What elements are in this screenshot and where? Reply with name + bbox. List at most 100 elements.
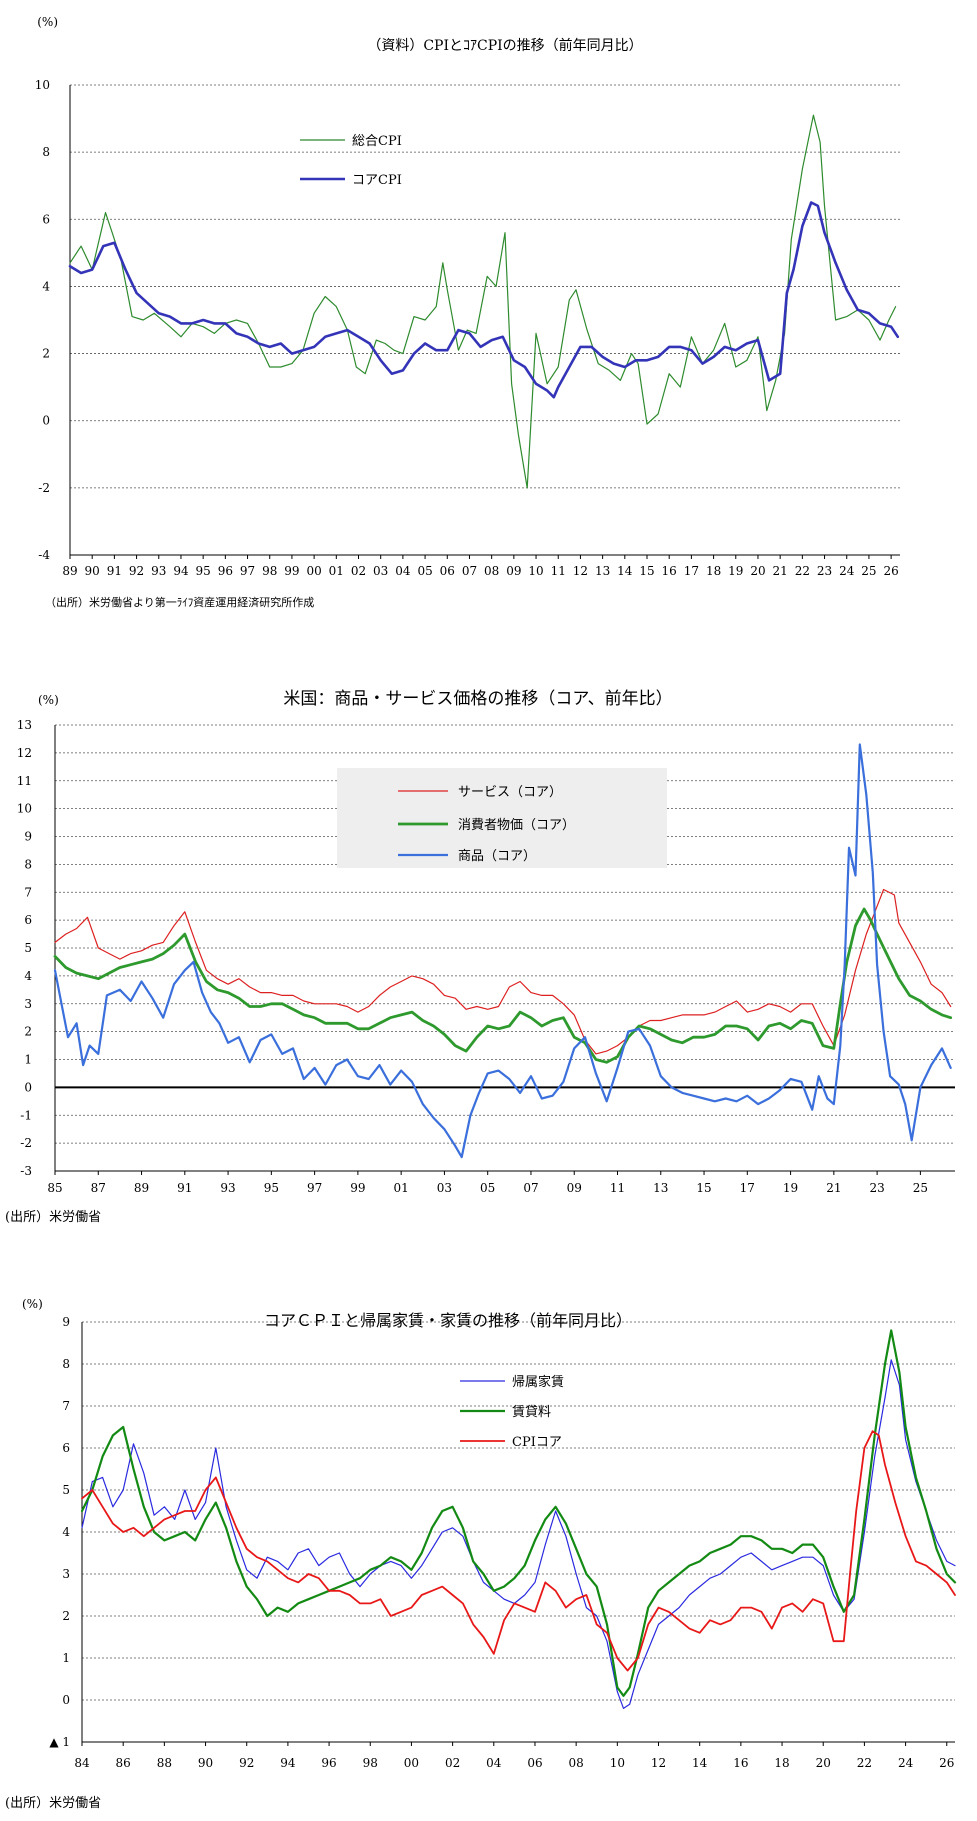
x-tick-label: 00	[306, 564, 321, 578]
legend: 総合CPI コアCPI	[300, 134, 402, 188]
x-tick-label: 09	[506, 564, 521, 578]
y-tick-label: 0	[42, 414, 50, 428]
y-tick-label: 6	[62, 1441, 70, 1455]
x-tick-label: 06	[527, 1756, 542, 1770]
x-tick-label: 92	[129, 564, 144, 578]
y-tick-label: 5	[24, 941, 32, 955]
legend-label-core-cpi: コアCPI	[352, 173, 402, 188]
x-tick-label: 24	[839, 564, 855, 578]
x-tick-label: 02	[445, 1756, 460, 1770]
y-unit-label: (%)	[38, 693, 59, 707]
y-tick-label: 4	[24, 969, 32, 983]
series-line-1	[69, 114, 897, 489]
series-line-3	[81, 1430, 956, 1672]
x-tick-label: 18	[774, 1756, 789, 1770]
x-tick-label: 98	[262, 564, 277, 578]
y-unit-label: (%)	[22, 1297, 43, 1311]
legend-label-total-cpi: 総合CPI	[352, 134, 402, 149]
x-tick-label: 90	[198, 1756, 213, 1770]
x-tick-label: 19	[728, 564, 743, 578]
x-tick-label: 13	[595, 564, 610, 578]
x-tick-label: 96	[218, 564, 233, 578]
x-tick-label: 11	[610, 1181, 625, 1195]
y-tick-label: 12	[17, 746, 32, 760]
y-tick-label: 2	[42, 347, 50, 361]
x-tick-label: 14	[692, 1756, 708, 1770]
x-tick-label: 17	[740, 1181, 755, 1195]
y-tick-label: 5	[62, 1483, 70, 1497]
chart-goods-services: (%) 米国：商品・サービス価格の推移（コア、前年比） 131211109876…	[5, 689, 955, 1225]
x-tick-label: 91	[107, 564, 122, 578]
x-tick-label: 04	[395, 564, 411, 578]
x-tick-label: 16	[662, 564, 677, 578]
x-tick-label: 05	[417, 564, 432, 578]
x-tick-label: 22	[795, 564, 810, 578]
y-tick-label: -1	[20, 1108, 32, 1122]
legend-label-rent: 賃貸料	[512, 1404, 551, 1420]
series-line-1	[54, 888, 952, 1055]
x-tick-label: 05	[480, 1181, 495, 1195]
x-tick-label: 03	[373, 564, 388, 578]
y-tick-label: -2	[20, 1136, 32, 1150]
x-tick-label: 89	[62, 564, 77, 578]
chart-rent-core-cpi: (%) コアＣＰＩと帰属家賃・家賃の推移（前年同月比） 9876543210▲ …	[5, 1297, 957, 1811]
y-tick-label: 1	[62, 1651, 70, 1665]
series-line-2	[53, 907, 953, 1064]
legend: 帰属家賃 賃貸料 CPIコア	[460, 1374, 564, 1450]
x-tick-label: 04	[486, 1756, 502, 1770]
x-tick-label: 15	[639, 564, 654, 578]
y-tick-label: 9	[62, 1315, 70, 1329]
x-tick-label: 15	[696, 1181, 711, 1195]
x-tick-label: 88	[157, 1756, 172, 1770]
x-tick-label: 97	[307, 1181, 322, 1195]
y-tick-label: 3	[62, 1567, 70, 1581]
y-tick-label: 2	[62, 1609, 70, 1623]
y-unit-label: (%)	[37, 15, 58, 29]
y-tick-label: 1	[24, 1053, 32, 1067]
x-tick-label: 17	[684, 564, 699, 578]
y-tick-label: 13	[17, 718, 32, 732]
legend-label-goods: 商品（コア）	[458, 849, 536, 864]
legend-box	[337, 768, 667, 868]
x-tick-label: 25	[913, 1181, 928, 1195]
x-tick-label: 12	[573, 564, 588, 578]
legend-label-services: サービス（コア）	[458, 785, 562, 800]
x-tick-label: 84	[74, 1756, 90, 1770]
x-tick-label: 19	[783, 1181, 798, 1195]
legend-label-cpi-core: 消費者物価（コア）	[458, 818, 575, 833]
y-tick-label: 4	[62, 1525, 70, 1539]
x-tick-label: 13	[653, 1181, 668, 1195]
legend: サービス（コア） 消費者物価（コア） 商品（コア）	[337, 768, 667, 868]
x-tick-label: 85	[47, 1181, 62, 1195]
series-line-2	[80, 1329, 957, 1697]
y-tick-label: 10	[35, 78, 50, 92]
y-tick-label: 7	[62, 1399, 70, 1413]
x-tick-label: 98	[363, 1756, 378, 1770]
y-tick-label: 0	[62, 1693, 70, 1707]
legend-label-cpi-core: CPIコア	[512, 1435, 562, 1450]
x-tick-label: 95	[196, 564, 211, 578]
x-tick-label: 18	[706, 564, 721, 578]
y-tick-label: 10	[17, 802, 32, 816]
x-tick-label: 99	[284, 564, 299, 578]
series-line-2	[68, 201, 900, 399]
x-tick-label: 07	[523, 1181, 538, 1195]
x-tick-label: 03	[437, 1181, 452, 1195]
x-tick-label: 87	[91, 1181, 106, 1195]
y-tick-label: 8	[24, 857, 32, 871]
y-tick-label: 0	[24, 1080, 32, 1094]
x-tick-label: 23	[869, 1181, 884, 1195]
x-tick-label: 21	[826, 1181, 841, 1195]
source-note: （出所）米労働省より第一ﾗｲﾌ資産運用経済研究所作成	[45, 595, 314, 609]
x-tick-label: 26	[883, 564, 898, 578]
x-tick-label: 26	[939, 1756, 954, 1770]
y-tick-label: 9	[24, 830, 32, 844]
x-tick-label: 96	[321, 1756, 336, 1770]
y-tick-label: 2	[24, 1025, 32, 1039]
x-tick-label: 21	[773, 564, 788, 578]
x-tick-label: 97	[240, 564, 255, 578]
chart-title: 米国：商品・サービス価格の推移（コア、前年比）	[283, 689, 672, 709]
y-tick-label: ▲ 1	[49, 1735, 70, 1749]
x-tick-label: 93	[151, 564, 166, 578]
